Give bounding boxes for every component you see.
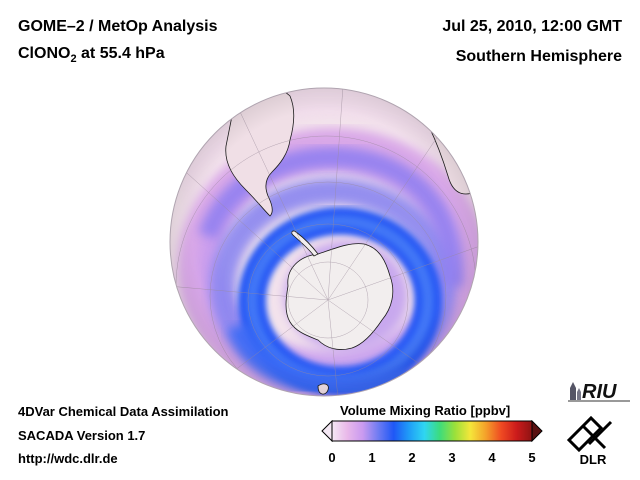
globe-outline [169, 87, 479, 397]
map-title: GOME–2 / MetOp Analysis [18, 18, 218, 35]
footer-assimilation: 4DVar Chemical Data Assimilation [18, 404, 229, 419]
dlr-logo: DLR [563, 414, 623, 471]
globe-map [169, 87, 479, 397]
colorbar-tick-5: 5 [528, 450, 536, 465]
footer-url: http://wdc.dlr.de [18, 451, 118, 466]
colorbar-tick-3: 3 [448, 450, 456, 465]
riu-logo: RIU [566, 372, 636, 411]
colorbar-gradient [331, 420, 533, 442]
pressure-level: at 55.4 hPa [76, 45, 165, 62]
map-subtitle: ClONO2 at 55.4 hPa [18, 45, 165, 65]
colorbar-title: Volume Mixing Ratio [ppbv] [340, 403, 511, 418]
colorbar-high-arrow [531, 420, 543, 442]
colorbar-tick-1: 1 [368, 450, 376, 465]
riu-logo-text: RIU [582, 381, 617, 403]
region-label: Southern Hemisphere [455, 48, 622, 65]
footer-version: SACADA Version 1.7 [18, 428, 146, 443]
colorbar-tick-2: 2 [408, 450, 416, 465]
colorbar-tick-4: 4 [488, 450, 496, 465]
australia-landmass [407, 371, 478, 396]
dlr-logo-text: DLR [580, 452, 607, 466]
colorbar [321, 420, 543, 442]
species-name: ClONO [18, 45, 71, 62]
date-label: Jul 25, 2010, 12:00 GMT [442, 18, 622, 35]
dlr-emblem-icon [566, 415, 613, 453]
colorbar-low-arrow [321, 420, 333, 442]
species-subscript: 2 [70, 53, 77, 66]
colorbar-tick-0: 0 [328, 450, 336, 465]
riu-tower-icon [570, 382, 576, 400]
